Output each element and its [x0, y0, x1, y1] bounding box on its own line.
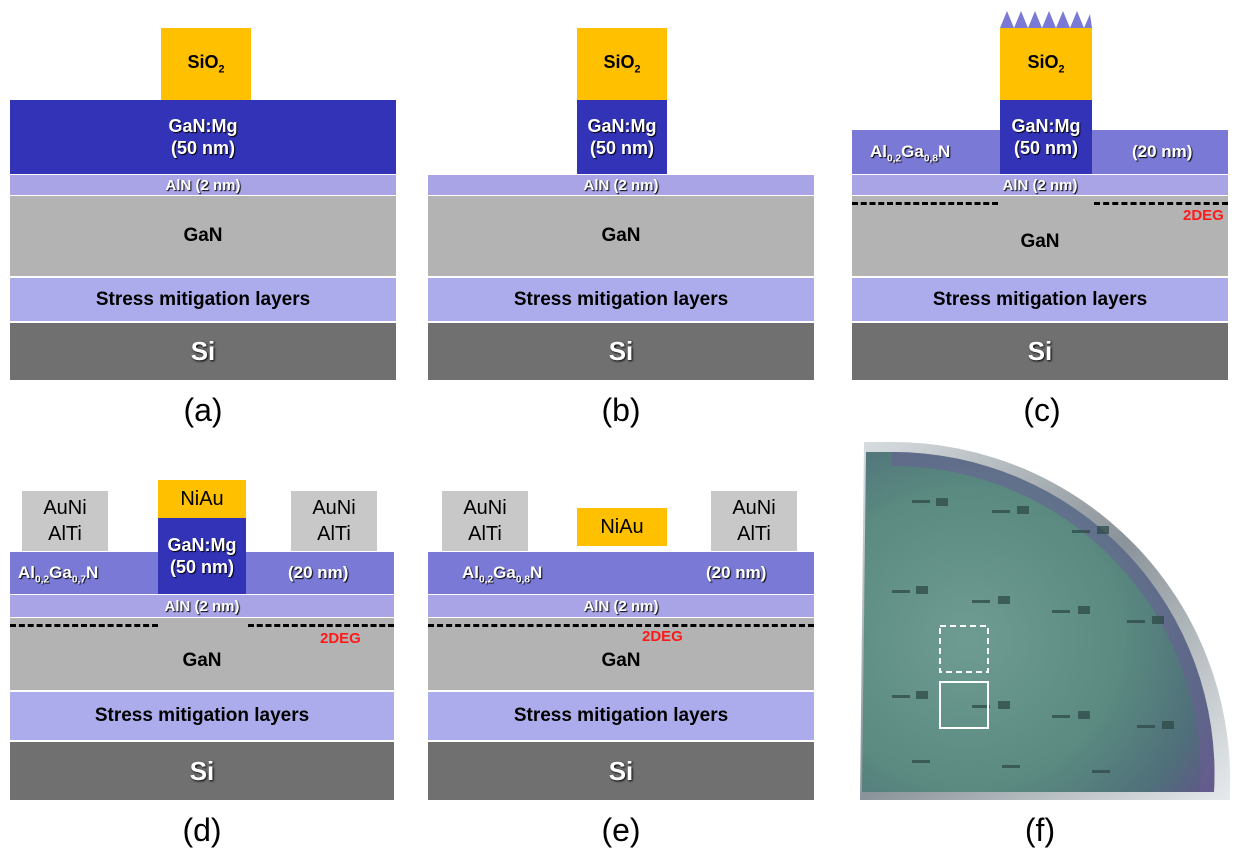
barrier-thickness-label: (20 nm) [288, 563, 349, 582]
stress-layer: Stress mitigation layers [428, 690, 814, 740]
2deg-line-left [10, 624, 158, 627]
si-layer: Si [852, 321, 1228, 380]
sio2-label: SiO2 [187, 52, 225, 76]
contact-bottom-label: AlTi [468, 523, 502, 545]
aln-layer: AlN (2 nm) [852, 174, 1228, 196]
gan-mg-thickness: (50 nm) [1013, 138, 1078, 158]
contact-bottom-label: AlTi [48, 523, 82, 545]
stress-layer: Stress mitigation layers [10, 276, 396, 321]
stress-layer: Stress mitigation layers [428, 276, 814, 321]
gan-mg-thickness: (50 nm) [170, 138, 235, 158]
2deg-label: 2DEG [320, 630, 361, 647]
gan-mg-thickness: (50 nm) [589, 138, 654, 158]
solid-highlight-box [939, 681, 989, 729]
gan-mg-label: GaN:Mg [587, 116, 657, 136]
sio2-cap: SiO2 [577, 28, 667, 100]
niau-label: NiAu [180, 487, 224, 510]
gan-label: GaN [601, 225, 641, 246]
gan-layer: GaN [10, 618, 394, 690]
gan-layer: GaN [10, 196, 396, 276]
barrier-thickness-label: (20 nm) [1132, 142, 1193, 161]
caption-f: (f) [1024, 812, 1056, 848]
stress-layer: Stress mitigation layers [10, 690, 394, 740]
sio2-cap: SiO2 [1000, 28, 1092, 100]
2deg-line [428, 624, 814, 627]
si-layer: Si [10, 321, 396, 380]
stress-label: Stress mitigation layers [513, 288, 729, 310]
gan-mg-thickness: (50 nm) [169, 557, 234, 577]
aln-layer: AlN (2 nm) [10, 594, 394, 618]
barrier-thickness-label: (20 nm) [706, 563, 767, 582]
si-label: Si [1027, 336, 1053, 366]
2deg-line-right [248, 624, 394, 627]
aln-label: AlN (2 nm) [1002, 176, 1078, 194]
right-ohmic-contact: AuNi AlTi [710, 490, 798, 552]
si-layer: Si [10, 740, 394, 800]
stress-label: Stress mitigation layers [94, 705, 310, 726]
stress-label: Stress mitigation layers [513, 705, 729, 726]
stress-layer: Stress mitigation layers [852, 276, 1228, 321]
si-layer: Si [428, 740, 814, 800]
aln-label: AlN (2 nm) [583, 597, 659, 615]
aln-label: AlN (2 nm) [164, 597, 240, 615]
aln-layer: AlN (2 nm) [10, 174, 396, 196]
left-ohmic-contact: AuNi AlTi [21, 490, 109, 552]
gate-metal: NiAu [577, 508, 667, 546]
gan-mg-mesa: GaN:Mg (50 nm) [1000, 100, 1092, 174]
left-ohmic-contact: AuNi AlTi [441, 490, 529, 552]
aln-layer: AlN (2 nm) [428, 594, 814, 618]
gate-metal: NiAu [158, 480, 246, 518]
gan-mg-label: GaN:Mg [167, 535, 237, 555]
si-label: Si [189, 755, 215, 786]
caption-c: (c) [1023, 392, 1061, 428]
gan-label: GaN [601, 650, 641, 671]
stress-label: Stress mitigation layers [932, 288, 1148, 310]
niau-label: NiAu [600, 515, 644, 538]
algan-label: Al0,2Ga0,7N [18, 563, 99, 586]
algan-label: Al0,2Ga0,8N [870, 142, 951, 165]
algan-barrier [428, 552, 814, 594]
contact-top-label: AuNi [312, 497, 356, 519]
gan-mg-label: GaN:Mg [168, 116, 238, 136]
sio2-label: SiO2 [1027, 52, 1065, 76]
si-layer: Si [428, 321, 814, 380]
2deg-line-right [1094, 202, 1228, 205]
contact-bottom-label: AlTi [737, 523, 771, 545]
aln-label: AlN (2 nm) [165, 176, 241, 194]
roughened-surface [1000, 11, 1092, 28]
gan-label: GaN [1020, 231, 1060, 252]
gan-label: GaN [182, 650, 222, 671]
caption-b: (b) [601, 392, 641, 428]
gan-mg-mesa: GaN:Mg (50 nm) [577, 100, 667, 174]
gan-layer: GaN [852, 196, 1228, 276]
contact-top-label: AuNi [43, 497, 87, 519]
caption-e: (e) [601, 812, 641, 848]
caption-a: (a) [183, 392, 223, 428]
si-label: Si [608, 336, 634, 366]
gan-layer: GaN [428, 618, 814, 690]
gan-mg-label: GaN:Mg [1011, 116, 1081, 136]
contact-top-label: AuNi [463, 497, 507, 519]
gan-layer: GaN [428, 196, 814, 276]
gan-label: GaN [183, 225, 223, 246]
dashed-highlight-box [939, 625, 989, 673]
stress-label: Stress mitigation layers [95, 288, 311, 310]
wafer-quarter-photo [860, 441, 1231, 800]
si-label: Si [190, 336, 216, 366]
sio2-cap: SiO2 [161, 28, 251, 100]
gan-mg-layer: GaN:Mg (50 nm) [10, 100, 396, 174]
2deg-label: 2DEG [642, 628, 683, 645]
right-ohmic-contact: AuNi AlTi [290, 490, 378, 552]
sio2-label: SiO2 [603, 52, 641, 76]
algan-label: Al0,2Ga0,8N [462, 563, 543, 586]
gan-mg-gate: GaN:Mg (50 nm) [158, 518, 246, 594]
aln-label: AlN (2 nm) [583, 176, 659, 194]
2deg-line-left [852, 202, 998, 205]
contact-bottom-label: AlTi [317, 523, 351, 545]
si-label: Si [608, 755, 634, 786]
2deg-label: 2DEG [1183, 207, 1224, 224]
aln-layer: AlN (2 nm) [428, 174, 814, 196]
contact-top-label: AuNi [732, 497, 776, 519]
caption-d: (d) [182, 812, 222, 848]
